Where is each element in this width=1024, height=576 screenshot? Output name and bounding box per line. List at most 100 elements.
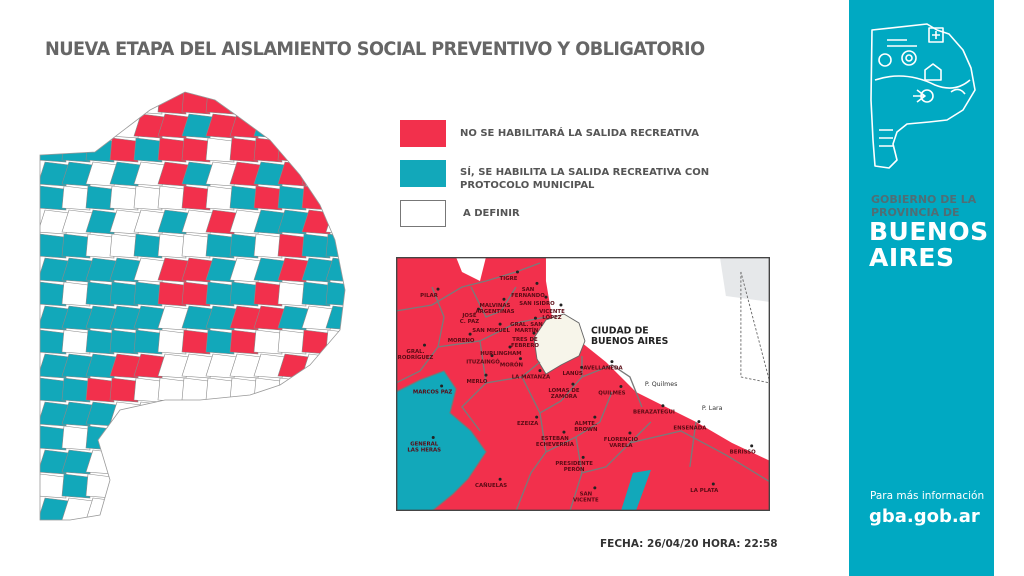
municipality-dot xyxy=(431,436,435,440)
gov-line1: GOBIERNO DE LA xyxy=(871,193,977,206)
municipality-dot xyxy=(593,415,597,419)
district-region xyxy=(40,92,67,115)
district-region xyxy=(229,425,259,451)
municipality-dot xyxy=(423,343,427,347)
municipality-dot xyxy=(661,404,665,408)
municipality-label: BERAZATEGUI xyxy=(633,410,675,416)
district-region xyxy=(277,92,307,115)
sidebar-brand-panel: GOBIERNO DE LA PROVINCIA DE BUENOS AIRES P… xyxy=(849,0,994,576)
district-region xyxy=(277,137,307,163)
district-region xyxy=(205,185,235,211)
district-region xyxy=(85,233,115,259)
district-region xyxy=(301,425,331,451)
municipality-dot xyxy=(484,373,488,377)
municipality-label: PRESIDENTE PERÓN xyxy=(555,461,593,473)
municipality-label: HURLINGHAM xyxy=(480,351,521,357)
district-region xyxy=(205,137,235,163)
district-region xyxy=(277,473,307,499)
district-region xyxy=(229,473,259,499)
district-region xyxy=(181,425,211,451)
district-region xyxy=(301,185,331,211)
municipality-label: ALMTE. BROWN xyxy=(574,421,597,433)
legend-label: NO SE HABILITARÁ LA SALIDA RECREATIVA xyxy=(460,128,699,139)
district-region xyxy=(85,185,115,211)
district-region xyxy=(277,377,307,403)
district-region xyxy=(253,473,283,499)
district-region xyxy=(61,473,91,499)
district-region xyxy=(253,185,283,211)
municipality-label: TIGRE xyxy=(500,276,518,282)
website-link[interactable]: gba.gob.ar xyxy=(869,506,980,527)
district-region xyxy=(325,497,345,520)
district-region xyxy=(181,233,211,259)
municipality-label: QUILMES xyxy=(598,390,625,396)
district-region xyxy=(157,425,187,451)
district-region xyxy=(229,233,259,259)
district-region xyxy=(181,449,214,475)
district-region xyxy=(229,377,259,403)
district-region xyxy=(325,449,345,475)
legend-swatch-teal xyxy=(400,160,446,187)
district-region xyxy=(61,113,94,139)
district-region xyxy=(181,473,211,499)
municipality-label: PILAR xyxy=(420,293,439,299)
district-region xyxy=(301,113,334,139)
district-region xyxy=(205,233,235,259)
district-region xyxy=(301,137,331,163)
district-region xyxy=(301,401,334,427)
page-title: NUEVA ETAPA DEL AISLAMIENTO SOCIAL PREVE… xyxy=(45,38,705,60)
district-region xyxy=(157,473,187,499)
municipality-dot xyxy=(562,430,566,434)
district-region xyxy=(325,137,345,163)
district-region xyxy=(85,92,115,115)
district-region xyxy=(133,92,163,115)
district-region xyxy=(85,329,115,355)
district-region xyxy=(109,473,139,499)
municipality-dot xyxy=(535,281,539,285)
municipality-dot xyxy=(750,444,754,448)
district-region xyxy=(229,329,259,355)
district-region xyxy=(157,329,187,355)
district-region xyxy=(277,233,307,259)
district-region xyxy=(253,497,286,520)
district-region xyxy=(277,497,310,520)
district-region xyxy=(325,161,345,187)
district-region xyxy=(133,185,163,211)
municipality-dot xyxy=(440,384,444,388)
district-region xyxy=(157,233,187,259)
municipality-label: TRES DE FEBRERO xyxy=(511,337,539,349)
district-region xyxy=(277,281,307,307)
province-illustration-logo xyxy=(870,23,976,169)
district-region xyxy=(109,137,139,163)
district-region xyxy=(181,92,211,115)
municipality-dot xyxy=(490,354,494,358)
district-region xyxy=(205,401,238,427)
municipality-label: LA MATANZA xyxy=(512,374,551,380)
municipality-dot xyxy=(515,270,519,274)
municipality-dot xyxy=(468,332,472,336)
district-region xyxy=(133,425,163,451)
municipality-label: GRAL. SAN MARTÍN xyxy=(510,322,543,334)
district-region xyxy=(181,329,211,355)
district-region xyxy=(157,185,187,211)
municipality-dot xyxy=(535,415,539,419)
province-name-line2: AIRES xyxy=(869,243,955,272)
district-region xyxy=(253,92,283,115)
district-region xyxy=(133,449,166,475)
district-region xyxy=(229,137,259,163)
district-region xyxy=(325,233,345,259)
district-region xyxy=(109,233,139,259)
municipality-label: EZEIZA xyxy=(517,421,539,427)
municipality-label: MORENO xyxy=(448,338,475,344)
district-region xyxy=(277,113,310,139)
government-label: GOBIERNO DE LA PROVINCIA DE xyxy=(871,193,976,219)
district-region xyxy=(205,281,235,307)
district-region xyxy=(61,329,91,355)
district-region xyxy=(253,281,283,307)
district-region xyxy=(229,449,262,475)
district-region xyxy=(229,185,259,211)
municipality-label: BERISSO xyxy=(730,450,756,456)
district-region xyxy=(85,281,115,307)
update-timestamp: FECHA: 26/04/20 HORA: 22:58 xyxy=(600,538,778,550)
municipality-dot xyxy=(697,420,701,424)
